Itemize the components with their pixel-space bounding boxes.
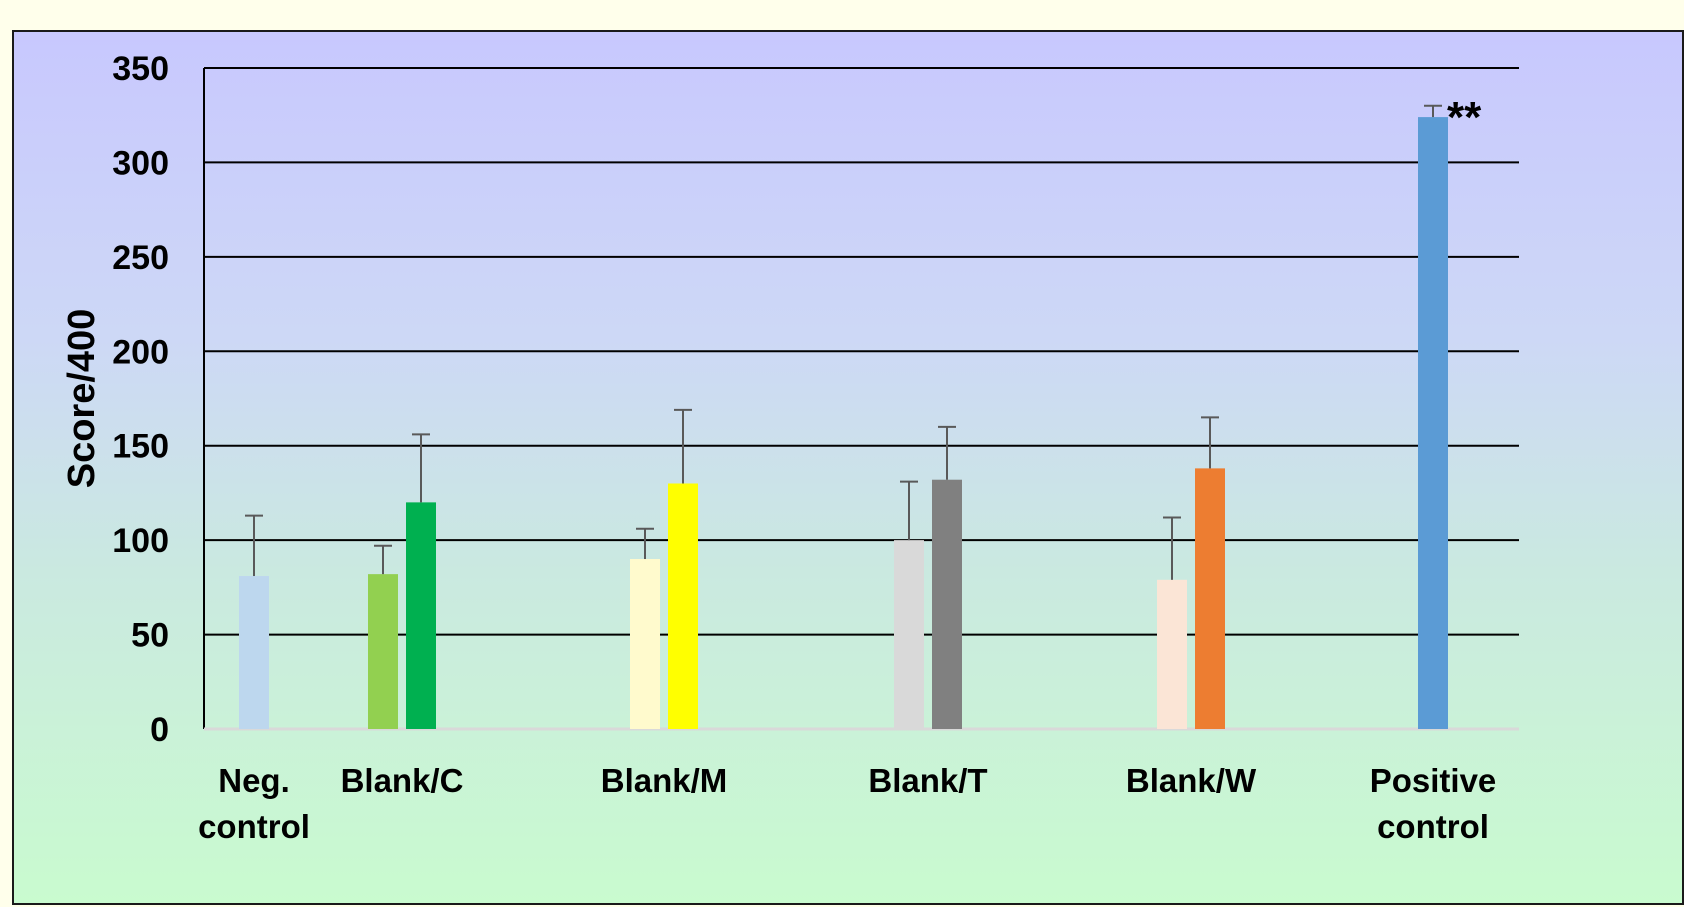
y-tick-label: 350 <box>112 50 169 88</box>
chart-frame: 0 50 100 150 200 250 300 350 Score/400 Neg. contro… <box>12 30 1684 905</box>
y-tick-label: 200 <box>112 333 169 371</box>
x-category-label: Blank/M <box>601 762 728 799</box>
bar <box>1418 117 1448 730</box>
bar <box>368 574 398 729</box>
x-category-label: control <box>1377 808 1489 845</box>
bar <box>932 479 962 729</box>
bar <box>1157 579 1187 729</box>
bar <box>668 483 698 729</box>
y-axis-title: Score/400 <box>61 309 103 489</box>
y-tick-label: 100 <box>112 522 169 560</box>
bar <box>239 576 269 729</box>
bar <box>894 540 924 729</box>
x-category-label: Blank/T <box>868 762 987 799</box>
y-tick-label: 150 <box>112 428 169 466</box>
bar <box>630 559 660 729</box>
x-category-label: Positive <box>1370 762 1497 799</box>
y-tick-label: 300 <box>112 144 169 182</box>
x-category-label: Blank/C <box>341 762 464 799</box>
bar <box>1195 468 1225 729</box>
x-category-label: Neg. <box>218 762 290 799</box>
y-tick-label: 0 <box>150 711 169 749</box>
y-tick-label: 50 <box>131 617 169 655</box>
x-category-label: Blank/W <box>1126 762 1257 799</box>
y-tick-label: 250 <box>112 239 169 277</box>
x-category-label: control <box>198 808 310 845</box>
bar-chart: 0 50 100 150 200 250 300 350 Score/400 Neg. contro… <box>61 50 1519 845</box>
significance-annotation: ** <box>1447 93 1482 142</box>
bar <box>406 502 436 729</box>
